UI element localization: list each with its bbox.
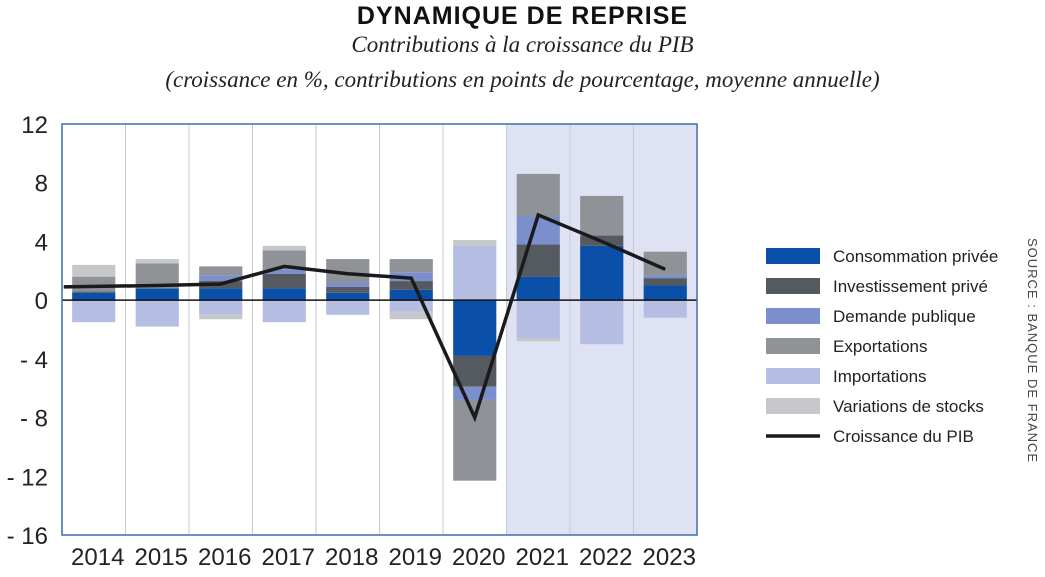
bar-2020-demande-publique [453,386,497,400]
x-tick-label: 2016 [198,544,251,571]
bar-2023-exportations [643,251,687,276]
legend-consommation-priv-e-label: Consommation privée [833,247,998,266]
legend-variations-de-stocks-swatch [766,398,820,414]
bar-2018-exportations [326,259,370,283]
bar-2016-variations-de-stocks [199,314,243,320]
bar-2021-variations-de-stocks [516,338,560,342]
chart-title: DYNAMIQUE DE REPRISE [356,2,689,30]
y-tick-label: 8 [35,171,48,198]
y-tick-label: 0 [35,288,48,315]
chart-subtitle: Contributions à la croissance du PIB [351,32,694,57]
bar-2019-investissement-priv- [389,281,433,290]
bar-2017-investissement-priv- [262,273,306,289]
bar-2017-exportations [262,250,306,270]
legend: Consommation privée Investissement privé D… [766,247,998,446]
bar-2015-importations [135,300,179,327]
bar-2014-consommation-priv-e [72,292,116,301]
legend-demande-publique-label: Demande publique [833,307,976,326]
bar-2021-exportations [516,173,560,217]
grid-lines [125,124,634,535]
bar-2023-consommation-priv-e [643,285,687,301]
x-axis-ticks: 2014 2015 2016 2017 2018 2019 2020 2021 2022 2023 [71,544,696,571]
plot-frame [61,123,698,536]
legend-investissement-priv--label: Investissement privé [833,277,988,296]
x-tick-label: 2015 [135,544,188,571]
bar-2021-consommation-priv-e [516,276,560,301]
legend-consommation-priv-e-swatch [766,248,820,264]
y-tick-label: 12 [21,112,48,139]
bar-2014-importations [72,300,116,323]
gdp-growth-line [63,212,666,423]
bar-2016-exportations [199,266,243,276]
x-tick-label: 2020 [452,544,505,571]
y-tick-label: 4 [35,229,48,256]
legend-exportations-label: Exportations [833,337,928,356]
bar-2016-demande-publique [199,275,243,282]
y-tick-label: - 4 [20,347,48,374]
x-tick-label: 2018 [325,544,378,571]
bar-2022-exportations [580,195,624,236]
bar-2017-demande-publique [262,269,306,274]
legend-importations-swatch [766,368,820,384]
bar-2019-consommation-priv-e [389,289,433,301]
y-tick-label: - 8 [20,406,48,433]
legend-variations-de-stocks-label: Variations de stocks [833,397,984,416]
y-tick-label: - 12 [7,464,48,491]
bar-2014-variations-de-stocks [72,264,116,277]
bar-2014-exportations [72,276,116,292]
x-tick-label: 2023 [643,544,696,571]
x-tick-label: 2019 [389,544,442,571]
x-tick-label: 2021 [516,544,569,571]
bar-2018-consommation-priv-e [326,292,370,301]
bar-2018-demande-publique [326,282,370,287]
chart-subtitle-units: (croissance en %, contributions en point… [165,67,880,92]
y-tick-label: - 16 [7,523,48,550]
x-tick-label: 2022 [579,544,632,571]
bar-2016-consommation-priv-e [199,288,243,301]
bar-2023-demande-publique [643,275,687,279]
bar-2019-exportations [389,259,433,273]
bar-2015-consommation-priv-e [135,288,179,301]
legend-exportations-swatch [766,338,820,354]
legend-investissement-priv--swatch [766,278,820,294]
y-axis-ticks: 12 8 4 0 - 4 - 8 - 12 - 16 [7,112,48,550]
bar-2018-investissement-priv- [326,286,370,293]
bar-2014-investissement-priv- [72,291,116,293]
bar-2017-variations-de-stocks [262,245,306,251]
bar-2020-consommation-priv-e [453,300,497,356]
bar-2020-importations [453,245,497,301]
bar-2022-importations [580,300,624,345]
bar-2017-consommation-priv-e [262,288,306,301]
bar-2020-variations-de-stocks [453,239,497,246]
bar-2023-investissement-priv- [643,278,687,286]
bar-2023-importations [643,300,687,318]
legend-importations-label: Importations [833,367,927,386]
bar-2019-variations-de-stocks [389,311,433,320]
bar-2016-importations [199,300,243,315]
bar-2015-variations-de-stocks [135,259,179,264]
x-tick-label: 2014 [71,544,124,571]
bar-2022-consommation-priv-e [580,245,624,301]
bar-2018-importations [326,300,370,315]
legend-croissance-du-pib-label: Croissance du PIB [833,427,974,446]
bar-2019-importations [389,300,433,312]
x-tick-label: 2017 [262,544,315,571]
bar-2021-importations [516,300,560,339]
bar-2017-importations [262,300,306,323]
legend-demande-publique-swatch [766,308,820,324]
